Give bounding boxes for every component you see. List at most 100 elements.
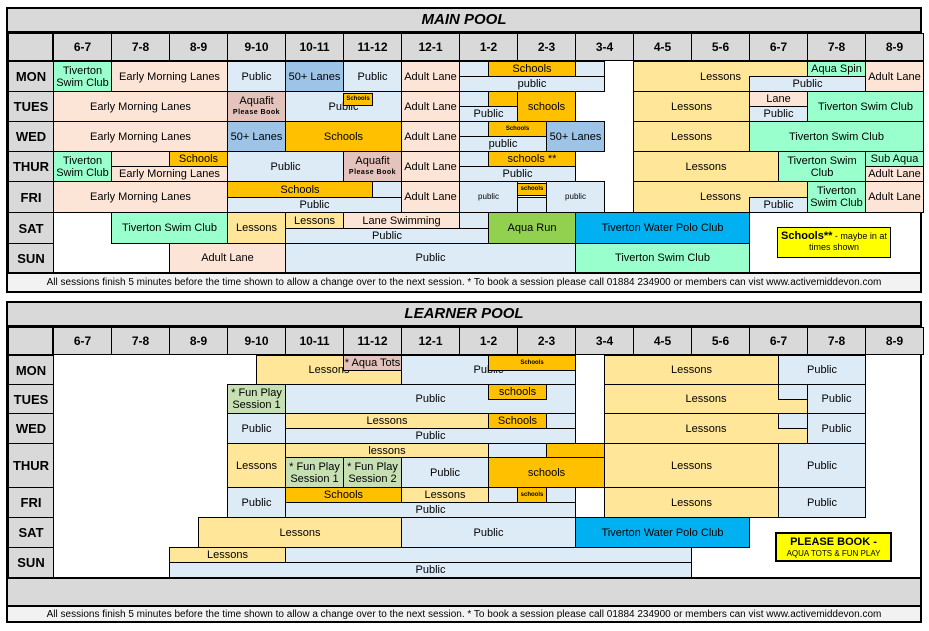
session-block: Public <box>459 166 576 182</box>
session-label: Tiverton Swim Club <box>122 222 217 234</box>
session-label: Schools <box>323 489 364 501</box>
legend-bold: Schools** <box>781 230 833 242</box>
session-label: Lane Swimming <box>362 214 441 227</box>
session-label: public <box>565 192 586 201</box>
time-slot-header: 6-7 <box>53 33 112 61</box>
session-block: public <box>459 76 605 92</box>
learner-pool-timetable: LEARNER POOL 6-7 7-8 8-9 9-10 10-11 11-12 12-1 1… <box>6 301 924 623</box>
legend-text: - maybe in at times shown <box>808 231 887 252</box>
session-label: Early Morning Lanes <box>90 191 191 203</box>
day-label: TUES <box>8 91 54 122</box>
session-label: Public <box>821 422 852 435</box>
session-label: Schools <box>346 96 370 102</box>
session-label: schools <box>527 466 566 479</box>
session-block: Early Morning Lanes <box>111 61 228 92</box>
session-label: Tiverton Swim Club <box>789 130 884 143</box>
time-slot-header: 9-10 <box>227 33 286 61</box>
session-block: Schools <box>488 413 547 429</box>
session-block <box>459 212 489 229</box>
session-block: Public <box>749 76 866 92</box>
session-block: Schools <box>285 487 402 503</box>
day-label: TUES <box>8 384 54 414</box>
session-block: Adult Lane <box>401 181 460 213</box>
session-label: Tiverton Water Polo Club <box>601 222 724 234</box>
session-block: Adult Lane <box>401 91 460 122</box>
session-block: Public <box>807 413 866 444</box>
footer-note: All sessions finish 5 minutes before the… <box>8 605 920 621</box>
session-block: Public <box>749 197 808 213</box>
time-slot-header: 12-1 <box>401 327 460 355</box>
session-block: Schools <box>488 61 576 77</box>
session-label: * Aqua Tots <box>344 357 401 369</box>
session-label: schools <box>520 186 544 192</box>
session-block <box>575 61 605 77</box>
session-block: Lane Swimming <box>343 212 460 229</box>
session-block <box>778 413 808 429</box>
day-label: WED <box>8 121 54 152</box>
session-block: Public <box>401 517 576 548</box>
session-block: Schools <box>488 121 547 137</box>
session-block: Public <box>285 502 576 518</box>
session-block <box>372 181 402 198</box>
time-slot-header: 7-8 <box>807 327 866 355</box>
day-label: MON <box>8 61 54 92</box>
session-block: Adult Lane <box>401 61 460 92</box>
session-block <box>546 443 605 458</box>
time-slot-header: 1-2 <box>459 33 518 61</box>
session-label: 50+ Lanes <box>549 130 602 143</box>
session-label: schools <box>520 491 544 498</box>
day-label: MON <box>8 355 54 385</box>
session-block: Adult Lane <box>401 121 460 152</box>
session-block: Aqua Run <box>488 212 576 244</box>
session-label: Lessons <box>685 422 727 435</box>
session-block: Adult Lane <box>865 166 924 182</box>
legend-box: PLEASE BOOK - AQUA TOTS & FUN PLAY <box>775 532 892 562</box>
session-label: Public <box>473 108 504 120</box>
session-label: schools <box>498 386 537 398</box>
session-block: Tiverton Water Polo Club <box>575 212 750 244</box>
session-block: Tiverton Swim Club <box>807 181 866 213</box>
session-block: Adult Lane <box>865 181 924 213</box>
session-block <box>285 547 692 563</box>
session-label: Lessons <box>685 393 727 405</box>
session-label: Public <box>241 70 272 83</box>
session-block: Lessons <box>604 384 808 414</box>
please-book-note: Please Book <box>348 168 397 176</box>
day-label: WED <box>8 413 54 444</box>
time-slot-header: 8-9 <box>169 33 228 61</box>
session-label: Public <box>763 199 794 211</box>
time-slot-header: 3-4 <box>575 327 634 355</box>
session-label: schools ** <box>507 153 557 165</box>
pool-title: MAIN POOL <box>8 9 920 33</box>
session-block: * Fun Play Session 2 <box>343 457 402 488</box>
session-block: public <box>459 181 518 213</box>
day-label: THUR <box>8 443 54 488</box>
session-label: Public <box>241 496 272 509</box>
footer-note: All sessions finish 5 minutes before the… <box>8 272 920 291</box>
session-label: Schools <box>512 63 552 75</box>
session-label: Lessons <box>700 191 741 203</box>
session-label: Lessons <box>236 222 277 234</box>
session-block: Aqua Spin <box>807 61 866 77</box>
session-block: Public <box>749 106 808 122</box>
day-label: FRI <box>8 181 54 213</box>
session-label: Early Morning Lanes <box>90 100 191 113</box>
session-block: Schools <box>227 181 373 198</box>
session-label: Lessons <box>700 70 741 83</box>
session-block: Public <box>778 487 866 518</box>
session-block: Schools <box>169 151 228 167</box>
session-block: Tiverton Swim Club <box>807 91 924 122</box>
session-block <box>111 151 170 167</box>
session-block: Early Morning Lanes <box>111 166 228 182</box>
time-slot-header: 8-9 <box>169 327 228 355</box>
session-block: Early Morning Lanes <box>53 181 228 213</box>
session-label: Lessons <box>671 364 712 376</box>
session-block: * Fun Play Session 1 <box>285 457 344 488</box>
session-block: Lessons <box>198 517 402 548</box>
session-label: Early Morning Lanes <box>119 168 220 180</box>
time-slot-header: 7-8 <box>807 33 866 61</box>
session-block: Schools <box>343 93 373 106</box>
session-label: Lessons <box>671 130 712 143</box>
header-corner <box>8 33 53 61</box>
session-label: Schools <box>505 125 530 132</box>
